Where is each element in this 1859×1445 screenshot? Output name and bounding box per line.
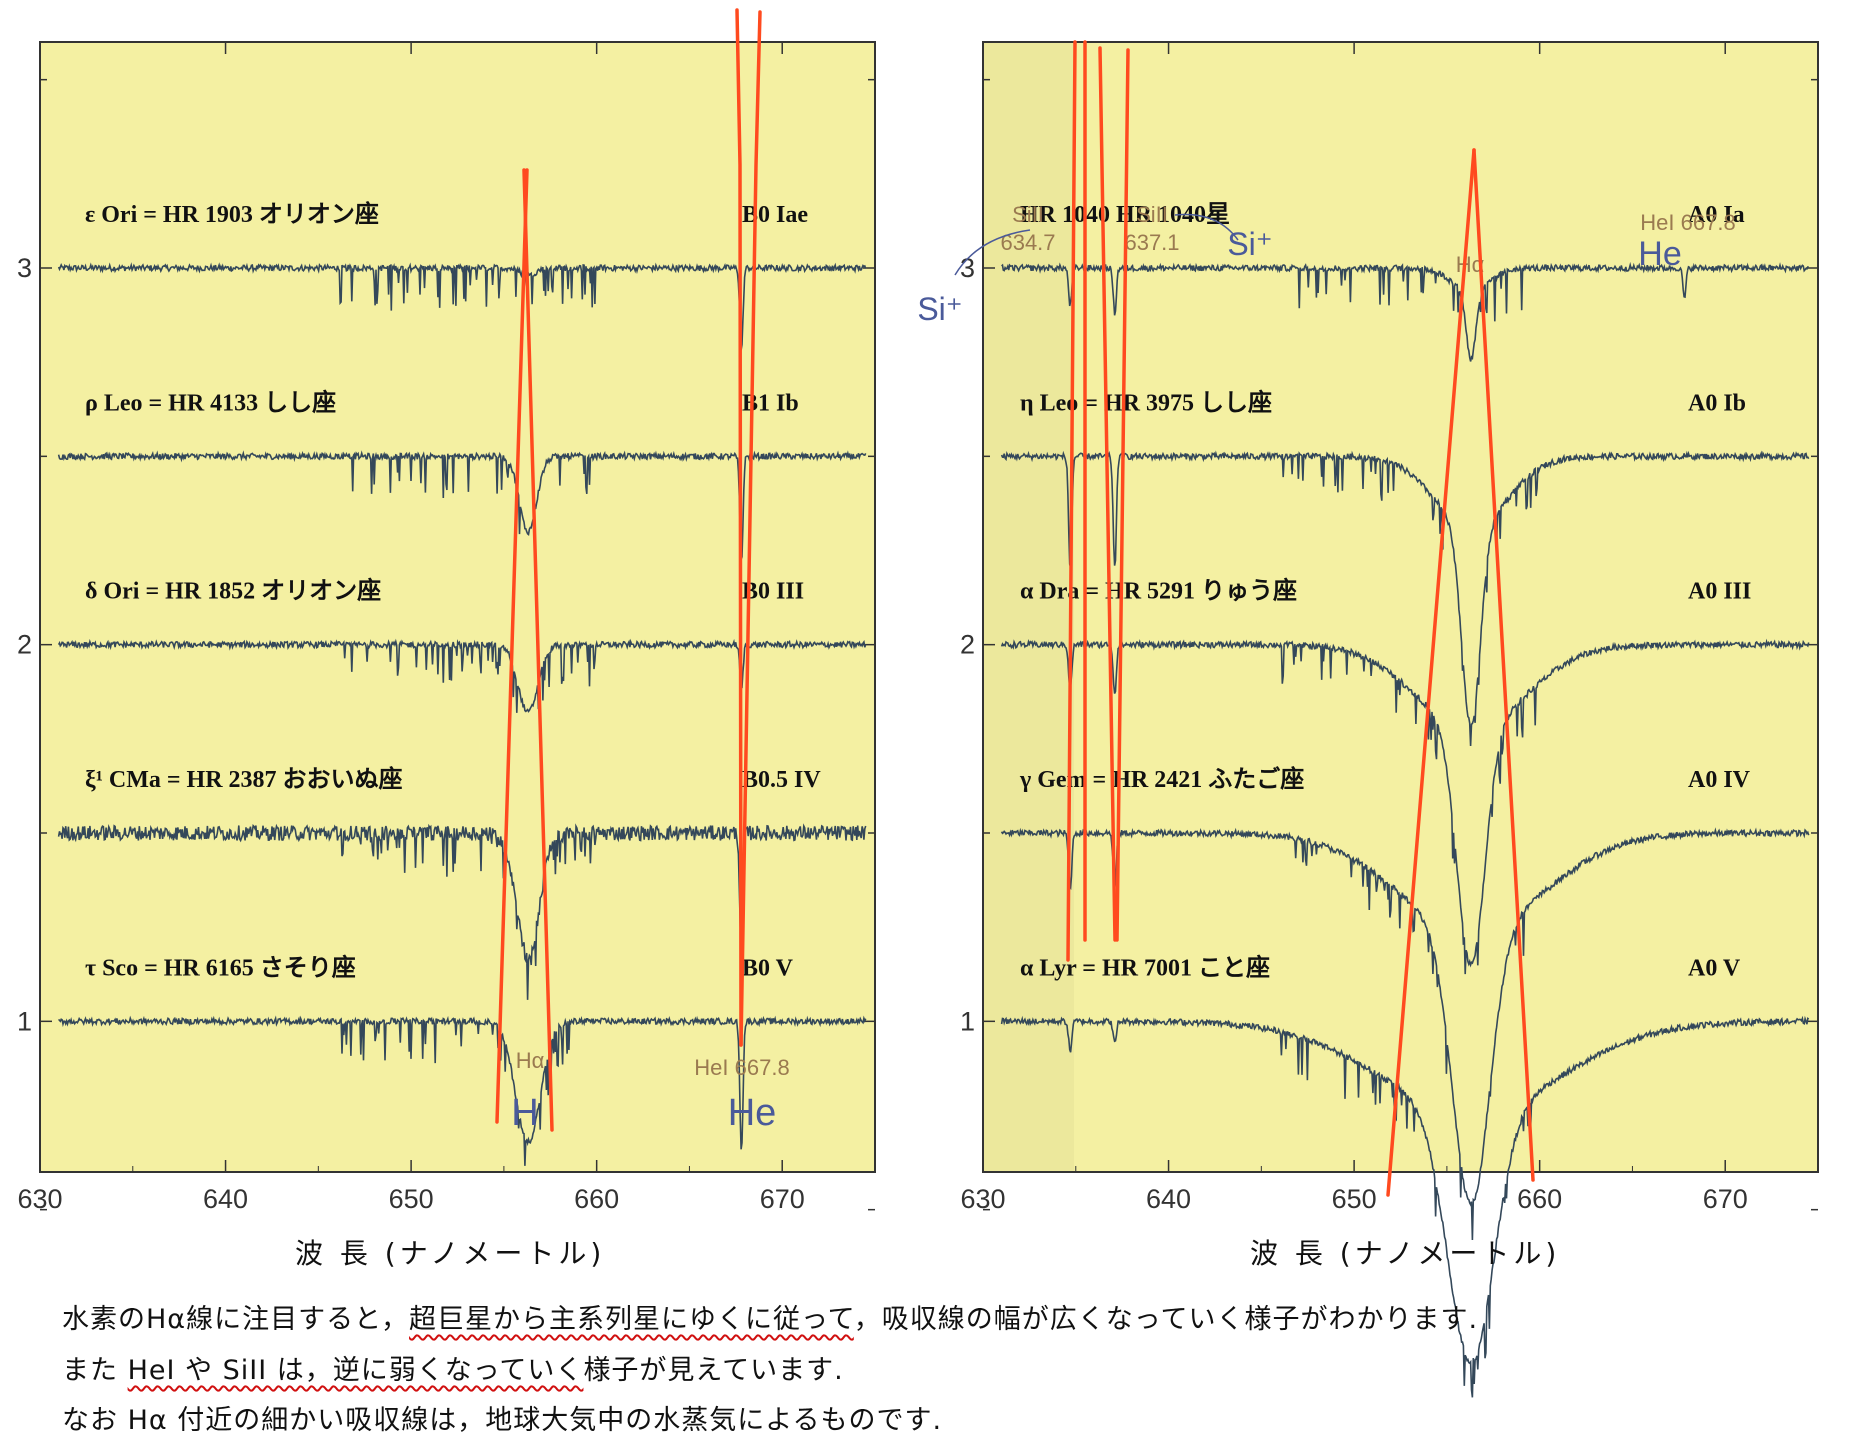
x-tick-label: 650	[1332, 1184, 1377, 1214]
spectrum-line	[1000, 638, 1810, 975]
star-label: ρ Leo = HR 4133 しし座	[85, 388, 336, 416]
line-annotation-wavelength: 634.7	[1000, 230, 1055, 255]
star-label: δ Ori = HR 1852 オリオン座	[85, 577, 381, 605]
line-annotation: SiII	[1012, 202, 1044, 227]
y-tick-label: 1	[17, 1006, 32, 1036]
red-marker-line	[1115, 48, 1130, 942]
red-marker-line	[495, 168, 529, 1124]
spectral-type-label: A0 III	[1688, 579, 1751, 605]
spectral-type-label: A0 IV	[1688, 767, 1751, 793]
handwritten-arrow	[954, 229, 1031, 276]
panel-background	[39, 41, 876, 1173]
star-label: γ Gem = HR 2421 ふたご座	[1019, 765, 1304, 793]
spectrum-line	[57, 638, 867, 713]
caption-line-2-post: 様子が見えています.	[583, 1355, 844, 1386]
handwritten-annotation: He	[728, 1092, 777, 1134]
caption-line-1-post: ，吸収線の幅が広くなっていく様子がわかります.	[853, 1304, 1479, 1335]
y-tick-label: 3	[17, 253, 32, 283]
red-marker-line	[522, 168, 554, 1132]
panel-shading	[984, 43, 1074, 1171]
spectral-type-label: B0 III	[742, 579, 804, 605]
spectrum-line	[1000, 1015, 1810, 1398]
x-tick-label: 670	[1703, 1184, 1748, 1214]
red-marker-line	[1472, 148, 1535, 1182]
x-tick-label: 670	[760, 1184, 805, 1214]
caption-line-3: なお Hα 付近の細かい吸収線は，地球大気中の水蒸気によるものです.	[62, 1405, 943, 1436]
red-marker-line	[1098, 46, 1117, 942]
caption-line-2-pre: また	[62, 1355, 128, 1386]
star-label: ξ¹ CMa = HR 2387 おおいぬ座	[85, 765, 403, 793]
spectrum-line	[57, 262, 867, 351]
spectrum-line	[57, 823, 867, 1000]
left-x-axis-label: 波 長 (ナノメートル)	[295, 1237, 606, 1270]
x-tick-label: 640	[203, 1184, 248, 1214]
line-annotation: Hα	[516, 1048, 545, 1073]
handwritten-annotation: H	[511, 1092, 538, 1134]
caption-line-1: 水素のHα線に注目すると，超巨星から主系列星にゆくに従って，吸収線の幅が広くなっ…	[62, 1297, 1478, 1336]
x-tick-label: 640	[1146, 1184, 1191, 1214]
handwritten-arrow	[1174, 213, 1239, 241]
red-marker-line	[1066, 40, 1077, 962]
star-label: ε Ori = HR 1903 オリオン座	[85, 200, 379, 228]
spectrum-line	[58, 1015, 867, 1166]
star-label: α Dra = HR 5291 りゅう座	[1020, 577, 1297, 605]
x-tick-label: 660	[574, 1184, 619, 1214]
line-annotation-wavelength: 637.1	[1124, 230, 1179, 255]
caption-line-2-highlight: HeI や SiII は，逆に弱くなっていく	[127, 1355, 584, 1386]
line-annotation: HeI 667.8	[694, 1055, 789, 1080]
star-label: α Lyr = HR 7001 こと座	[1020, 953, 1270, 981]
caption-line-1-pre: 水素のHα線に注目すると，	[62, 1304, 410, 1335]
spectral-type-label: A0 Ia	[1688, 202, 1745, 228]
handwritten-annotation: Si⁺	[917, 291, 962, 327]
star-label: τ Sco = HR 6165 さそり座	[85, 953, 356, 981]
spectrum-line	[1000, 450, 1810, 747]
spectral-type-label: B0 Iae	[742, 202, 808, 228]
line-annotation: SiII	[1136, 202, 1168, 227]
spectral-type-label: A0 Ib	[1688, 390, 1746, 416]
right-x-axis-label: 波 長 (ナノメートル)	[1250, 1237, 1561, 1270]
line-annotation: HeI 667.8	[1640, 210, 1735, 235]
star-label: η Leo = HR 3975 しし座	[1020, 388, 1272, 416]
spectrum-line	[1001, 261, 1809, 362]
handwritten-annotation: Si⁺	[1227, 226, 1272, 262]
spectrum-line	[1000, 827, 1810, 1241]
spectral-type-label: B0.5 IV	[742, 767, 821, 793]
x-tick-label: 650	[389, 1184, 434, 1214]
y-tick-label: 1	[960, 1006, 975, 1036]
red-marker-line	[739, 10, 762, 1047]
spectrum-line	[57, 450, 867, 560]
red-marker-line	[1386, 148, 1476, 1197]
red-marker-line	[735, 8, 743, 1047]
caption-line-1-highlight: 超巨星から主系列星にゆくに従って	[409, 1304, 854, 1335]
y-tick-label: 3	[960, 253, 975, 283]
y-tick-label: 2	[960, 630, 975, 660]
spectral-type-label: A0 V	[1688, 955, 1741, 981]
x-tick-label: 660	[1517, 1184, 1562, 1214]
caption-line-2: また HeI や SiII は，逆に弱くなっていく様子が見えています.	[62, 1348, 844, 1387]
spectral-type-label: B0 V	[742, 955, 794, 981]
y-tick-label: 2	[17, 630, 32, 660]
handwritten-annotation: He	[1638, 235, 1681, 273]
